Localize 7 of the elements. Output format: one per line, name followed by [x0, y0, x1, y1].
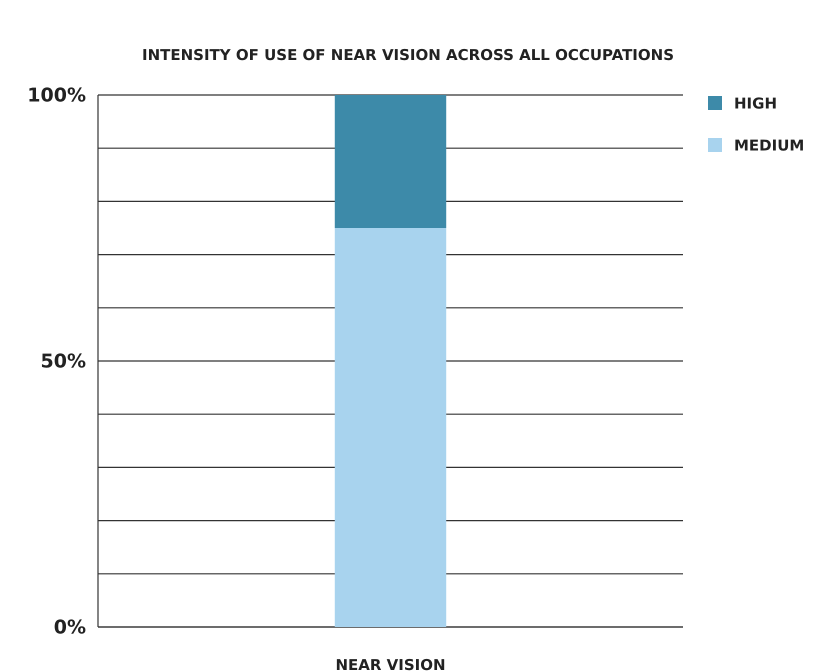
y-tick-label: 50% — [40, 350, 86, 373]
legend-label: HIGH — [734, 94, 778, 112]
y-tick-label: 100% — [27, 84, 86, 107]
y-tick-label: 0% — [54, 616, 86, 639]
x-tick-label: NEAR VISION — [335, 656, 446, 671]
legend-label: MEDIUM — [734, 136, 804, 154]
chart-title: INTENSITY OF USE OF NEAR VISION ACROSS ALL OCCUPATIONS — [142, 46, 674, 64]
